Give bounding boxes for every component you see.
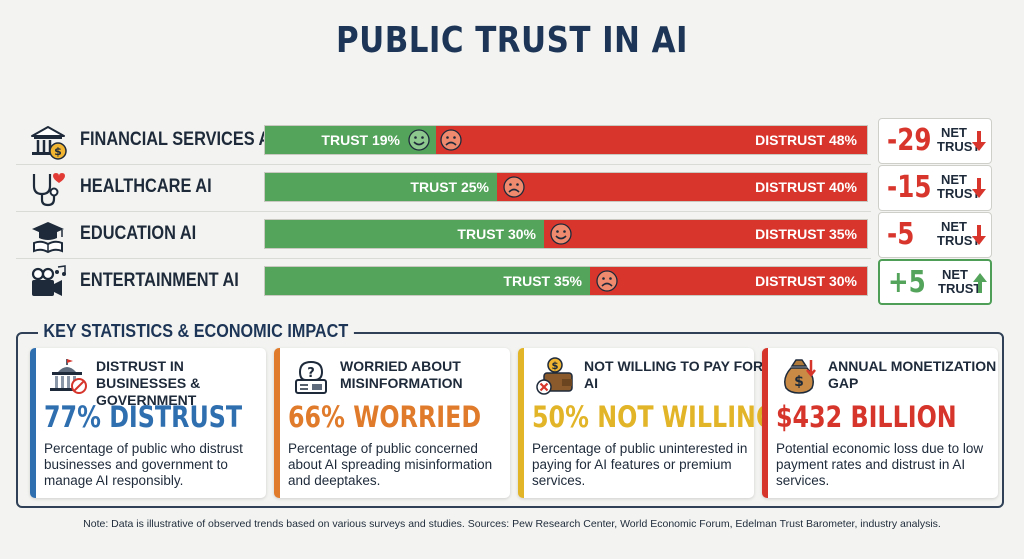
- net-trust-label: NET TRUST: [937, 219, 981, 248]
- net-trust-badge: -15 NET TRUST: [878, 165, 992, 211]
- arrow-down-icon: [971, 176, 987, 200]
- svg-text:$: $: [54, 145, 62, 158]
- chart-row: HEALTHCARE AI TRUST 25% DISTRUST 40% -15 NET…: [16, 164, 1004, 211]
- distrust-value-label: DISTRUST 35%: [755, 226, 857, 242]
- chart-row: EDUCATION AI TRUST 30% DISTRUST 35% -5 NET T…: [16, 211, 1004, 258]
- stat-card-description: Percentage of public who distrust busine…: [44, 441, 243, 488]
- distrust-value-label: DISTRUST 40%: [755, 179, 857, 195]
- stat-card-heading: NOT WILLING TO PAY FOR AI: [584, 358, 764, 391]
- money-bag-down-icon: $: [778, 356, 820, 396]
- category-label: EDUCATION AI: [80, 223, 197, 244]
- trust-segment: [265, 220, 544, 248]
- svg-text:?: ?: [307, 366, 315, 381]
- smile-face-icon: [550, 223, 572, 245]
- net-trust-value: +5: [888, 265, 926, 300]
- stat-card: $ ANNUAL MONETIZATION GAP $432 BILLION Pote…: [762, 348, 998, 498]
- frown-face-icon: [503, 176, 525, 198]
- bank-dollar-icon: $: [28, 123, 68, 161]
- svg-text:$: $: [552, 361, 559, 372]
- net-trust-label: NET TRUST: [937, 125, 981, 154]
- stacked-bar: TRUST 30% DISTRUST 35%: [264, 219, 868, 249]
- stat-card-heading: ANNUAL MONETIZATION GAP: [828, 358, 997, 391]
- government-building-icon: [46, 356, 88, 396]
- stat-card-value: 77% DISTRUST: [44, 400, 243, 434]
- trust-segment: [265, 126, 436, 154]
- svg-text:$: $: [794, 374, 804, 390]
- distrust-value-label: DISTRUST 48%: [755, 132, 857, 148]
- film-camera-music-icon: [28, 264, 68, 302]
- stat-card-heading: DISTRUST IN BUSINESSES & GOVERNMENT: [96, 358, 201, 408]
- stat-card-value: $432 BILLION: [776, 400, 957, 434]
- trust-value-label: TRUST 35%: [503, 273, 582, 289]
- trust-segment: [265, 173, 497, 201]
- stats-title: KEY STATISTICS & ECONOMIC IMPACT: [38, 321, 354, 342]
- key-statistics-panel: KEY STATISTICS & ECONOMIC IMPACT DISTRUS…: [16, 321, 1004, 508]
- stacked-bar: TRUST 19% DISTRUST 48%: [264, 125, 868, 155]
- net-trust-label: NET TRUST: [938, 267, 982, 296]
- trust-segment: [265, 267, 590, 295]
- wallet-no-pay-icon: $: [534, 356, 576, 396]
- trust-value-label: TRUST 30%: [457, 226, 536, 242]
- stat-card-description: Percentage of public uninterested in pay…: [532, 441, 748, 488]
- stat-card-value: 66% WORRIED: [288, 400, 482, 434]
- category-label: FINANCIAL SERVICES AI: [80, 129, 275, 150]
- trust-value-label: TRUST 25%: [410, 179, 489, 195]
- stat-card: ? WORRIED ABOUT MISINFORMATION 66% WORRIED…: [274, 348, 510, 498]
- net-trust-badge: +5 NET TRUST: [878, 259, 992, 305]
- row-divider: [16, 164, 871, 165]
- stat-card: DISTRUST IN BUSINESSES & GOVERNMENT 77% D…: [30, 348, 266, 498]
- net-trust-label: NET TRUST: [937, 172, 981, 201]
- arrow-up-icon: [972, 271, 988, 295]
- net-trust-badge: -29 NET TRUST: [878, 118, 992, 164]
- net-trust-badge: -5 NET TRUST: [878, 212, 992, 258]
- trust-value-label: TRUST 19%: [321, 132, 400, 148]
- row-divider: [16, 258, 871, 259]
- category-label: ENTERTAINMENT AI: [80, 270, 239, 291]
- frown-face-icon: [596, 270, 618, 292]
- stat-card-heading: WORRIED ABOUT MISINFORMATION: [340, 358, 463, 391]
- row-divider: [16, 211, 871, 212]
- stat-card-value: 50% NOT WILLING: [532, 400, 776, 434]
- smile-face-icon: [408, 129, 430, 151]
- chart-row: ENTERTAINMENT AI TRUST 35% DISTRUST 30% +5 N…: [16, 258, 1004, 305]
- stat-card-description: Percentage of public concerned about AI …: [288, 441, 493, 488]
- page-title: PUBLIC TRUST IN AI: [336, 20, 688, 61]
- stacked-bar: TRUST 35% DISTRUST 30%: [264, 266, 868, 296]
- stat-card: $ NOT WILLING TO PAY FOR AI 50% NOT WILLIN…: [518, 348, 775, 498]
- net-trust-value: -15: [887, 170, 932, 205]
- question-screen-icon: ?: [290, 356, 332, 396]
- stacked-bar: TRUST 25% DISTRUST 40%: [264, 172, 868, 202]
- graduation-cap-book-icon: [28, 217, 68, 255]
- net-trust-value: -29: [887, 123, 932, 158]
- category-label: HEALTHCARE AI: [80, 176, 212, 197]
- stat-card-description: Potential economic loss due to low payme…: [776, 441, 984, 488]
- arrow-down-icon: [971, 129, 987, 153]
- chart-row: $ FINANCIAL SERVICES AI TRUST 19% DISTRUST …: [16, 118, 1004, 164]
- source-note: Note: Data is illustrative of observed t…: [83, 518, 941, 530]
- net-trust-value: -5: [887, 217, 915, 252]
- frown-face-icon: [440, 129, 462, 151]
- distrust-value-label: DISTRUST 30%: [755, 273, 857, 289]
- stethoscope-heart-icon: [28, 170, 68, 208]
- trust-bar-chart: $ FINANCIAL SERVICES AI TRUST 19% DISTRUST …: [16, 118, 1004, 318]
- arrow-down-icon: [971, 223, 987, 247]
